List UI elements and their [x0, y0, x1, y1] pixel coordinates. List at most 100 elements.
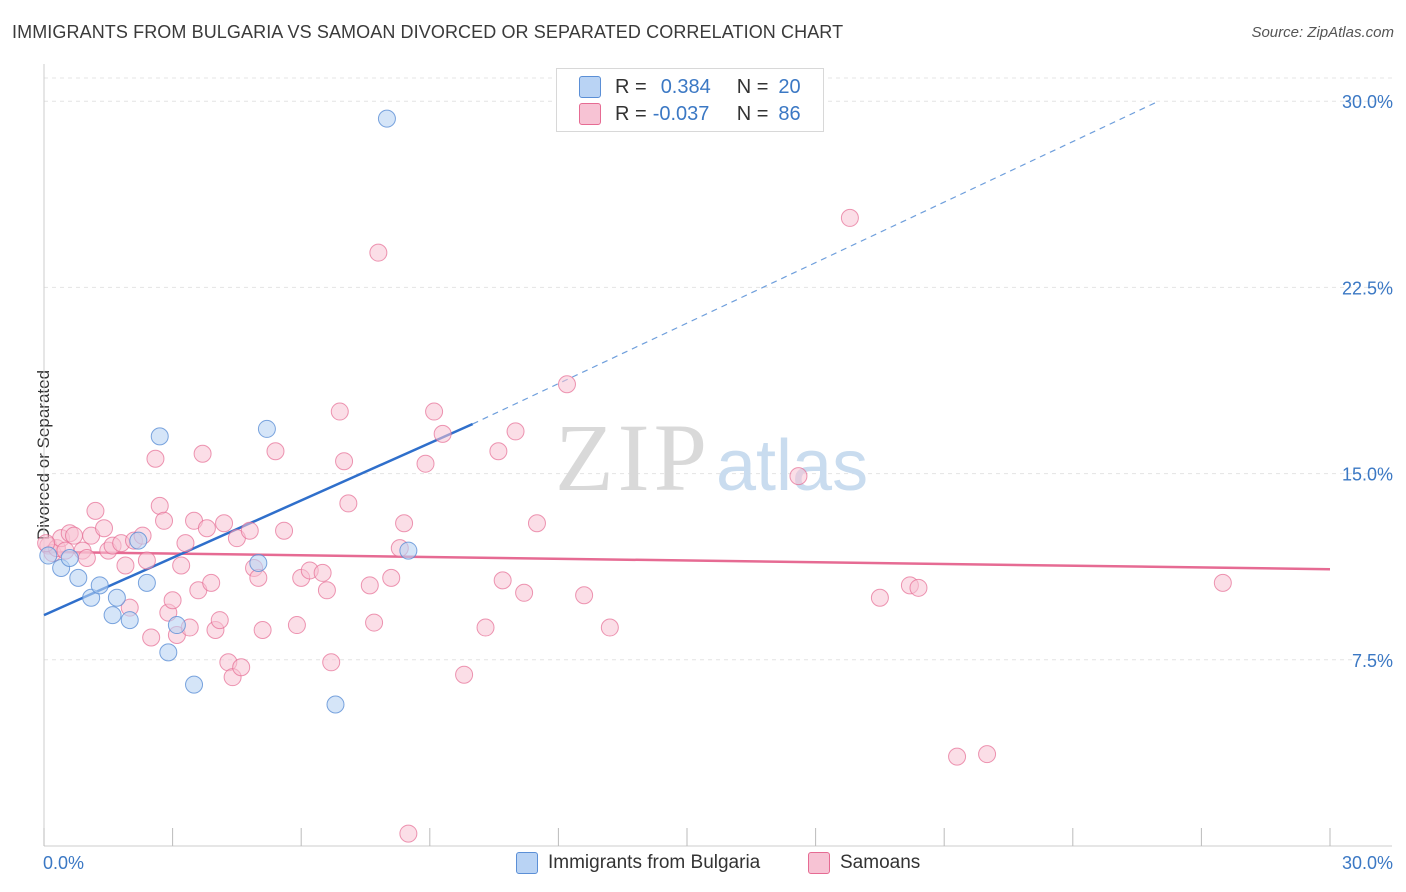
samoans-point	[909, 578, 928, 597]
legend-n-label: N =	[736, 75, 769, 98]
samoans-point	[172, 556, 191, 575]
x-tick-label: 30.0%	[1342, 853, 1393, 873]
bottom-legend-label-bulgaria: Immigrants from Bulgaria	[548, 852, 761, 873]
bulgaria-point	[107, 588, 126, 607]
samoans-point	[600, 618, 619, 637]
samoans-point	[86, 501, 105, 520]
bulgaria-point	[69, 568, 88, 587]
legend-n-value: 86	[778, 102, 801, 125]
bulgaria-point	[82, 588, 101, 607]
samoans-point	[476, 618, 495, 637]
y-tick-label: 7.5%	[1352, 651, 1393, 671]
samoans-point	[142, 628, 161, 647]
stats-legend: R = 0.384 N = 20 R = -0.037 N = 86	[556, 68, 824, 132]
samoans-point	[840, 208, 859, 227]
samoans-point	[395, 514, 414, 533]
samoans-point	[978, 745, 997, 764]
watermark-zip: ZIP	[555, 404, 711, 511]
samoans-point	[193, 444, 212, 463]
samoans-point	[330, 402, 349, 421]
legend-r-label: R =	[615, 75, 647, 98]
samoans-point	[95, 519, 114, 538]
bulgaria-point	[167, 616, 186, 635]
axes	[43, 64, 1392, 847]
bulgaria-point	[90, 576, 109, 595]
samoans-points	[37, 208, 1232, 843]
samoans-point	[210, 611, 229, 630]
legend-swatch-bulgaria	[579, 76, 601, 98]
legend-row-samoans: R = -0.037 N = 86	[579, 101, 801, 127]
samoans-point	[493, 571, 512, 590]
samoans-trendline	[43, 550, 1331, 571]
samoans-point	[575, 586, 594, 605]
samoans-point	[557, 375, 576, 394]
samoans-point	[65, 526, 84, 545]
samoans-point	[197, 519, 216, 538]
samoans-point	[215, 514, 234, 533]
samoans-point	[416, 454, 435, 473]
samoans-point	[515, 583, 534, 602]
samoans-point	[202, 573, 221, 592]
tick-labels: 7.5% 15.0% 22.5% 30.0% 0.0% 30.0%	[43, 92, 1393, 873]
chart-title: IMMIGRANTS FROM BULGARIA VS SAMOAN DIVOR…	[12, 22, 844, 42]
samoans-point	[150, 496, 169, 515]
bulgaria-point	[137, 573, 156, 592]
samoans-point	[506, 422, 525, 441]
samoans-point	[232, 658, 251, 677]
samoans-point	[335, 452, 354, 471]
samoans-point	[433, 424, 452, 443]
samoans-point	[527, 514, 546, 533]
samoans-point	[253, 621, 272, 640]
bulgaria-point	[377, 109, 396, 128]
legend-n-value: 20	[778, 75, 801, 98]
samoans-point	[266, 442, 285, 461]
bulgaria-point	[185, 675, 204, 694]
bulgaria-trend-dashed	[472, 100, 1159, 425]
samoans-point	[137, 551, 156, 570]
bulgaria-point	[399, 541, 418, 560]
y-tick-label: 30.0%	[1342, 92, 1393, 112]
bottom-legend-label-samoans: Samoans	[840, 852, 921, 873]
samoans-point	[455, 665, 474, 684]
samoans-point	[789, 467, 808, 486]
bulgaria-trendline	[43, 100, 1159, 617]
bulgaria-trend-solid	[43, 422, 474, 617]
watermark: ZIP atlas	[555, 404, 868, 511]
bulgaria-point	[129, 531, 148, 550]
samoans-point	[287, 616, 306, 635]
bulgaria-point	[326, 695, 345, 714]
samoans-point	[339, 494, 358, 513]
bulgaria-point	[257, 419, 276, 438]
bulgaria-point	[60, 549, 79, 568]
samoans-point	[163, 591, 182, 610]
samoans-point	[365, 613, 384, 632]
samoans-point	[382, 568, 401, 587]
bottom-legend-swatch-samoans	[808, 852, 830, 874]
bulgaria-point	[159, 643, 178, 662]
samoans-point	[116, 556, 135, 575]
watermark-atlas: atlas	[716, 426, 868, 506]
y-tick-label: 15.0%	[1342, 465, 1393, 485]
legend-r-value: 0.384	[660, 75, 711, 98]
bottom-legend-samoans: Samoans	[808, 852, 920, 874]
legend-swatch-samoans	[579, 103, 601, 125]
legend-r-label: R =	[615, 102, 647, 125]
bottom-legend-swatch-bulgaria	[516, 852, 538, 874]
bulgaria-point	[103, 606, 122, 625]
samoans-point	[948, 747, 967, 766]
bulgaria-points	[39, 109, 418, 714]
samoans-point	[399, 824, 418, 843]
samoans-point	[425, 402, 444, 421]
y-tick-label: 22.5%	[1342, 278, 1393, 298]
samoans-point	[317, 581, 336, 600]
bulgaria-point	[120, 611, 139, 630]
samoans-point	[77, 549, 96, 568]
samoans-point	[275, 521, 294, 540]
samoans-point	[155, 511, 174, 530]
x-tick-label: 0.0%	[43, 853, 84, 873]
samoans-point	[369, 243, 388, 262]
gridlines	[44, 77, 1392, 661]
samoans-trend-line	[43, 550, 1331, 571]
samoans-point	[313, 563, 332, 582]
